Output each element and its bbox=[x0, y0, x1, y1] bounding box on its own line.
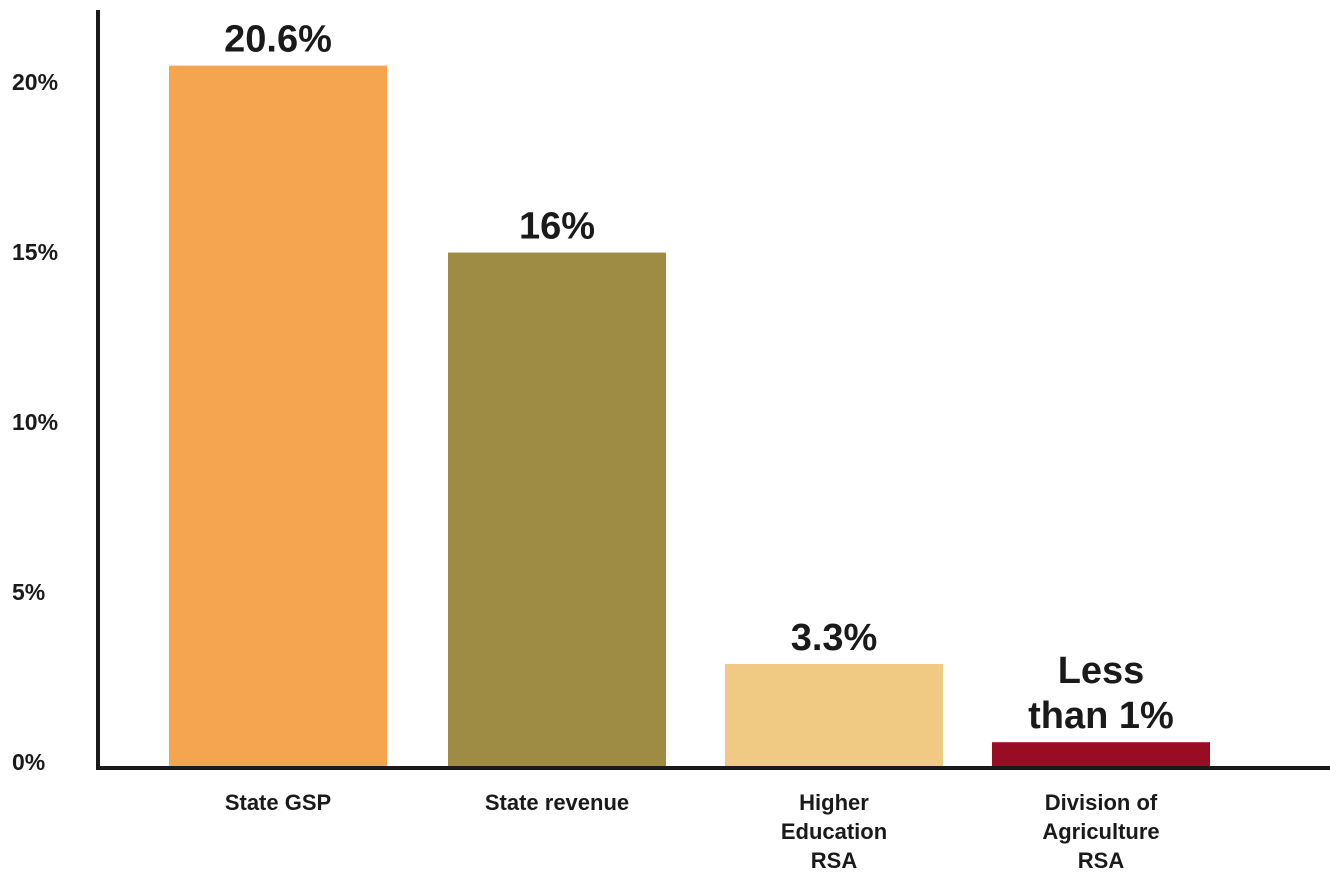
data-label-line: 16% bbox=[519, 206, 595, 248]
data-label-line: 20.6% bbox=[224, 19, 332, 61]
y-tick-label: 0% bbox=[12, 749, 45, 775]
data-label-line: Less bbox=[1058, 650, 1145, 692]
x-category-label-line: State revenue bbox=[485, 790, 629, 815]
data-label: 16% bbox=[519, 206, 595, 248]
data-label: 20.6% bbox=[224, 19, 332, 61]
y-tick-label: 10% bbox=[12, 409, 58, 435]
x-category-label: State GSP bbox=[225, 790, 331, 815]
x-category-label-line: Division of bbox=[1045, 790, 1158, 815]
x-category-label-line: RSA bbox=[811, 848, 858, 873]
x-axis-categories-layer: State GSP State revenue Higher Education RSA… bbox=[225, 790, 1160, 873]
x-category-label-line: State GSP bbox=[225, 790, 331, 815]
data-label: Less than 1% bbox=[1028, 650, 1174, 737]
bar bbox=[169, 65, 387, 767]
x-category-label-line: Higher bbox=[799, 790, 869, 815]
bar bbox=[725, 664, 943, 766]
data-labels-layer: 20.6% 16% 3.3% Less than 1% bbox=[224, 19, 1174, 738]
data-label-line: than 1% bbox=[1028, 695, 1174, 737]
bar bbox=[992, 742, 1210, 766]
x-category-label-line: Agriculture bbox=[1042, 819, 1159, 844]
y-axis-ticks-layer: 0% 5% 10% 15% 20% bbox=[12, 69, 58, 775]
bars-layer bbox=[169, 65, 1210, 767]
data-label: 3.3% bbox=[791, 617, 878, 659]
x-category-label-line: Education bbox=[781, 819, 887, 844]
bar bbox=[448, 252, 666, 767]
y-tick-label: 20% bbox=[12, 69, 58, 95]
x-category-label-line: RSA bbox=[1078, 848, 1125, 873]
data-label-line: 3.3% bbox=[791, 617, 878, 659]
x-category-label: Division of Agriculture RSA bbox=[1042, 790, 1159, 873]
y-tick-label: 15% bbox=[12, 239, 58, 265]
x-category-label: State revenue bbox=[485, 790, 629, 815]
y-tick-label: 5% bbox=[12, 579, 45, 605]
x-category-label: Higher Education RSA bbox=[781, 790, 887, 873]
